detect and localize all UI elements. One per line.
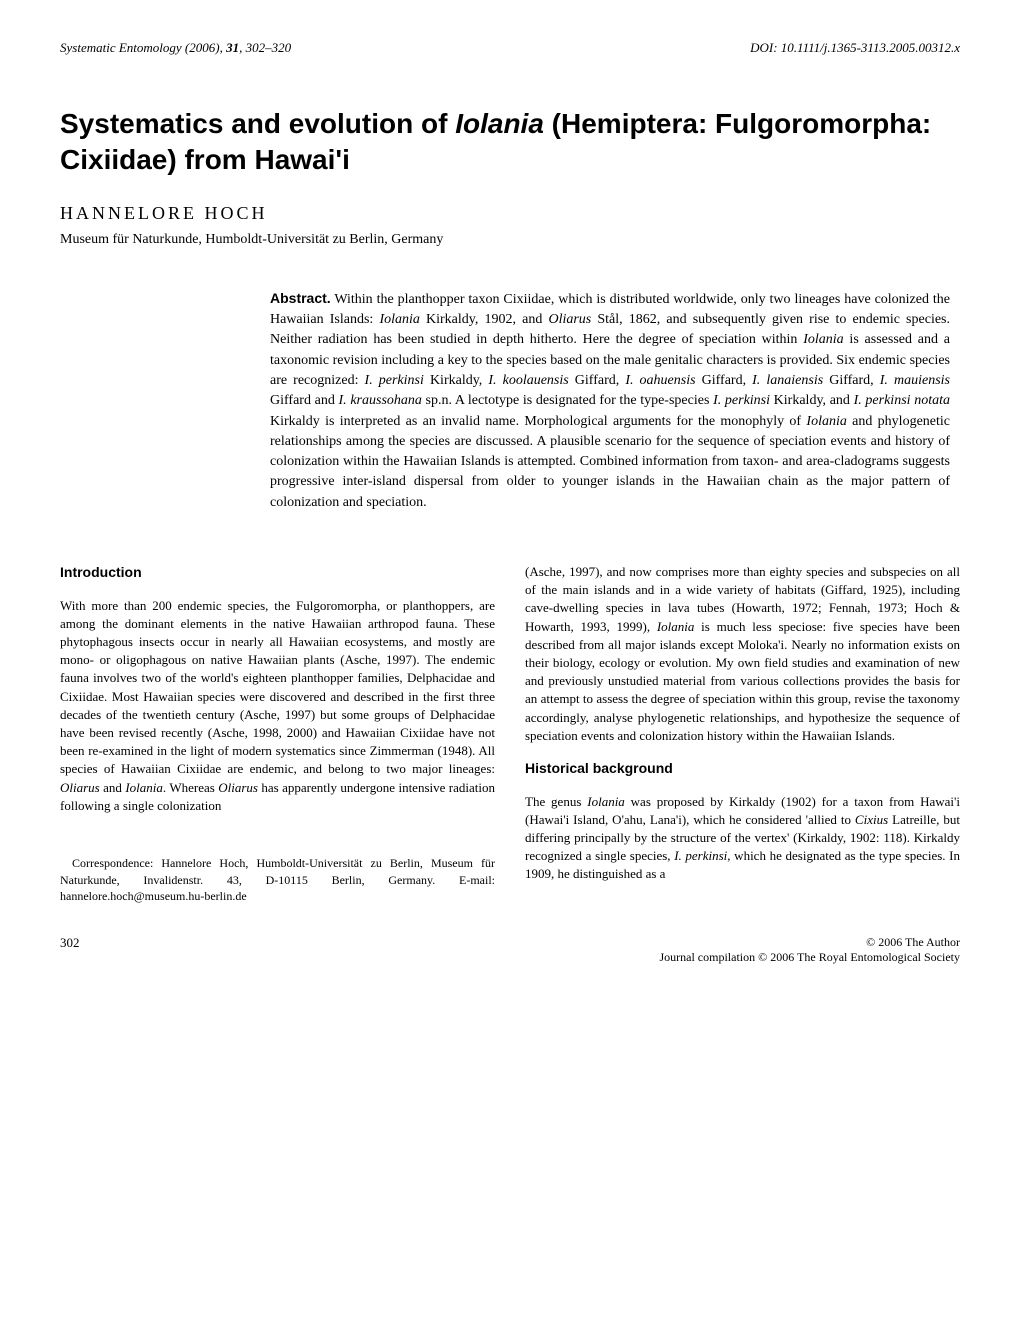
copyright-block: © 2006 The Author Journal compilation © … [659, 935, 960, 965]
correspondence-footnote: Correspondence: Hannelore Hoch, Humboldt… [60, 855, 495, 905]
section-heading-introduction: Introduction [60, 563, 495, 583]
copyright-line-2: Journal compilation © 2006 The Royal Ent… [659, 950, 960, 964]
section-heading-historical: Historical background [525, 759, 960, 779]
page-footer: 302 © 2006 The Author Journal compilatio… [60, 935, 960, 965]
journal-citation: Systematic Entomology (2006), 31, 302–32… [60, 40, 291, 56]
page-number: 302 [60, 935, 80, 965]
intro-paragraph: With more than 200 endemic species, the … [60, 597, 495, 815]
body-columns: Introduction With more than 200 endemic … [60, 563, 960, 905]
abstract-label: Abstract. [270, 290, 331, 306]
running-header: Systematic Entomology (2006), 31, 302–32… [60, 40, 960, 56]
doi: DOI: 10.1111/j.1365-3113.2005.00312.x [750, 40, 960, 56]
abstract-text: Within the planthopper taxon Cixiidae, w… [270, 292, 950, 510]
copyright-line-1: © 2006 The Author [866, 935, 960, 949]
left-column: Introduction With more than 200 endemic … [60, 563, 495, 905]
journal-name: Systematic Entomology [60, 40, 182, 55]
right-column: (Asche, 1997), and now comprises more th… [525, 563, 960, 905]
intro-continuation: (Asche, 1997), and now comprises more th… [525, 563, 960, 745]
historical-paragraph: The genus Iolania was proposed by Kirkal… [525, 793, 960, 884]
abstract-block: Abstract. Within the planthopper taxon C… [270, 288, 950, 513]
author-name: HANNELORE HOCH [60, 203, 960, 224]
article-title: Systematics and evolution of Iolania (He… [60, 106, 960, 179]
author-affiliation: Museum für Naturkunde, Humboldt-Universi… [60, 232, 960, 248]
